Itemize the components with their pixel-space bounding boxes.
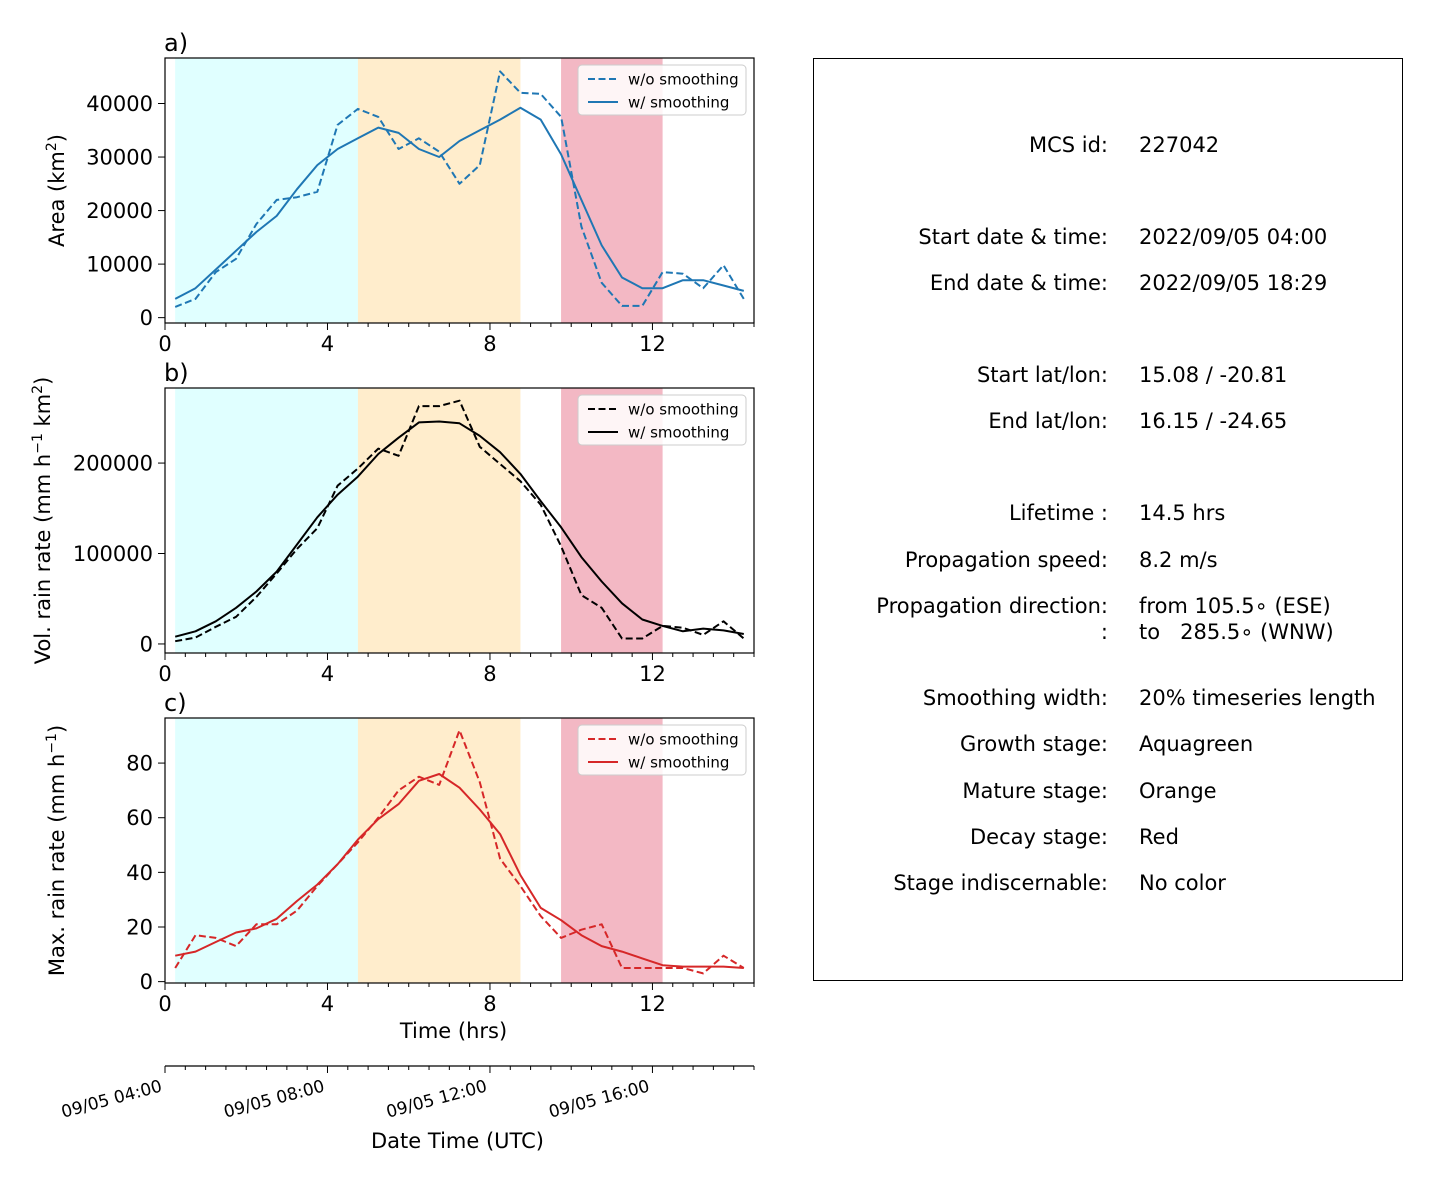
info-value: 20% timeseries length bbox=[1139, 686, 1376, 710]
info-key: Propagation direction: bbox=[876, 594, 1108, 618]
stage-band-mature bbox=[357, 718, 521, 983]
info-value: 14.5 hrs bbox=[1139, 501, 1226, 525]
info-key: Propagation speed: bbox=[904, 548, 1108, 572]
info-panel: MCS id: 227042 Start date & time: 2022/09/0… bbox=[813, 58, 1403, 981]
info-value: from 105.5∘ (ESE) bbox=[1139, 594, 1331, 618]
x-tick-label: 4 bbox=[321, 332, 334, 356]
info-key: End lat/lon: bbox=[988, 409, 1108, 433]
info-key: Decay stage: bbox=[970, 825, 1108, 849]
y-tick-label: 60 bbox=[126, 806, 153, 830]
y-tick-label: 20 bbox=[126, 915, 153, 939]
datetime-tick-label: 09/05 04:00 bbox=[59, 1077, 164, 1123]
y-tick-label: 10000 bbox=[86, 253, 153, 277]
info-key: Growth stage: bbox=[959, 732, 1108, 756]
panel-1: 0 4 8 12 0 10000 20000 30000 40000 a) Area (km2) w/… bbox=[44, 29, 755, 356]
y-tick-label: 200000 bbox=[73, 452, 153, 476]
y-tick-label: 0 bbox=[140, 970, 153, 994]
info-key: Start lat/lon: bbox=[976, 363, 1108, 387]
info-value: 2022/09/05 18:29 bbox=[1139, 271, 1328, 295]
info-value: 227042 bbox=[1139, 133, 1220, 157]
legend-box bbox=[577, 64, 747, 116]
legend-box bbox=[577, 724, 747, 776]
info-key: Mature stage: bbox=[962, 779, 1108, 803]
info-key: End date & time: bbox=[929, 271, 1108, 295]
legend-entry: w/o smoothing bbox=[628, 71, 739, 89]
info-key: Stage indiscernable: bbox=[893, 871, 1108, 895]
y-axis-label: Vol. rain rate (mm h−1 km2) bbox=[30, 377, 55, 665]
stage-band-growth bbox=[175, 388, 358, 653]
panel-label: b) bbox=[164, 359, 189, 387]
plot-frame bbox=[164, 717, 755, 984]
series-line-smoothed bbox=[175, 773, 744, 969]
x-tick-label: 4 bbox=[321, 992, 334, 1016]
stage-band-growth bbox=[175, 58, 358, 323]
y-axis-label: Area (km2) bbox=[44, 134, 69, 247]
x-tick-label: 0 bbox=[158, 332, 171, 356]
y-tick-label: 0 bbox=[140, 632, 153, 656]
stage-band-growth bbox=[175, 718, 358, 983]
info-key: Smoothing width: bbox=[922, 686, 1108, 710]
y-tick-label: 40 bbox=[126, 861, 153, 885]
info-value: Red bbox=[1139, 825, 1179, 849]
x-tick-label: 12 bbox=[639, 992, 666, 1016]
x-tick-label: 8 bbox=[483, 662, 496, 686]
panel-2: 0 4 8 12 0 100000 200000 b) Vol. rain rate (mm h… bbox=[30, 359, 755, 686]
info-value: Aquagreen bbox=[1139, 732, 1254, 756]
x-tick-label: 4 bbox=[321, 662, 334, 686]
legend-entry: w/o smoothing bbox=[628, 401, 739, 419]
y-tick-label: 0 bbox=[140, 306, 153, 330]
legend-entry: w/ smoothing bbox=[628, 424, 729, 442]
series-line-smoothed bbox=[174, 106, 745, 300]
info-value: 8.2 m/s bbox=[1139, 548, 1218, 572]
x-tick-label: 8 bbox=[483, 992, 496, 1016]
y-axis-label: Max. rain rate (mm h−1) bbox=[44, 725, 69, 976]
info-value: 15.08 / -20.81 bbox=[1139, 363, 1288, 387]
panel-label: c) bbox=[164, 689, 187, 717]
datetime-axis-label: Date Time (UTC) bbox=[371, 1129, 544, 1153]
plot-frame bbox=[164, 387, 755, 654]
x-axis-label: Time (hrs) bbox=[399, 1019, 507, 1043]
plot-frame bbox=[164, 57, 755, 324]
datetime-tick-label: 09/05 12:00 bbox=[384, 1077, 489, 1123]
panel-label: a) bbox=[164, 29, 188, 57]
info-key: Lifetime : bbox=[1008, 501, 1108, 525]
info-key: : bbox=[1100, 620, 1108, 644]
datetime-axis: 09/05 04:00 09/05 08:00 09/05 12:00 09/05 1… bbox=[59, 1065, 755, 1153]
legend-entry: w/ smoothing bbox=[628, 754, 729, 772]
info-value: 2022/09/05 04:00 bbox=[1139, 225, 1328, 249]
legend: w/o smoothing w/ smoothing bbox=[577, 394, 747, 446]
y-tick-label: 30000 bbox=[86, 146, 153, 170]
y-tick-label: 20000 bbox=[86, 199, 153, 223]
x-tick-label: 8 bbox=[483, 332, 496, 356]
info-key: Start date & time: bbox=[918, 225, 1108, 249]
datetime-tick-label: 09/05 16:00 bbox=[547, 1077, 652, 1123]
series-line-raw bbox=[174, 70, 745, 308]
legend: w/o smoothing w/ smoothing bbox=[577, 724, 747, 776]
legend-box bbox=[577, 394, 747, 446]
info-value: Orange bbox=[1139, 779, 1217, 803]
info-value: 16.15 / -24.65 bbox=[1139, 409, 1288, 433]
x-tick-label: 0 bbox=[158, 992, 171, 1016]
panel-3: 0 4 8 12 0 20 40 60 80 c) Max. rain rate (mm h−1) T… bbox=[44, 689, 755, 1043]
info-value: No color bbox=[1139, 871, 1226, 895]
x-tick-label: 12 bbox=[639, 662, 666, 686]
legend-entry: w/o smoothing bbox=[628, 731, 739, 749]
x-tick-label: 12 bbox=[639, 332, 666, 356]
x-tick-label: 0 bbox=[158, 662, 171, 686]
stage-band-mature bbox=[357, 58, 521, 323]
legend: w/o smoothing w/ smoothing bbox=[577, 64, 747, 116]
series-line-smoothed bbox=[174, 420, 744, 638]
stage-band-mature bbox=[357, 388, 521, 653]
legend-entry: w/ smoothing bbox=[628, 94, 729, 112]
y-tick-label: 80 bbox=[126, 752, 153, 776]
datetime-tick-label: 09/05 08:00 bbox=[222, 1077, 327, 1123]
info-value: to 285.5∘ (WNW) bbox=[1139, 620, 1334, 644]
info-key: MCS id: bbox=[1028, 133, 1108, 157]
series-line-raw bbox=[175, 399, 745, 643]
y-tick-label: 100000 bbox=[73, 542, 153, 566]
y-tick-label: 40000 bbox=[86, 92, 153, 116]
series-line-raw bbox=[174, 729, 745, 975]
